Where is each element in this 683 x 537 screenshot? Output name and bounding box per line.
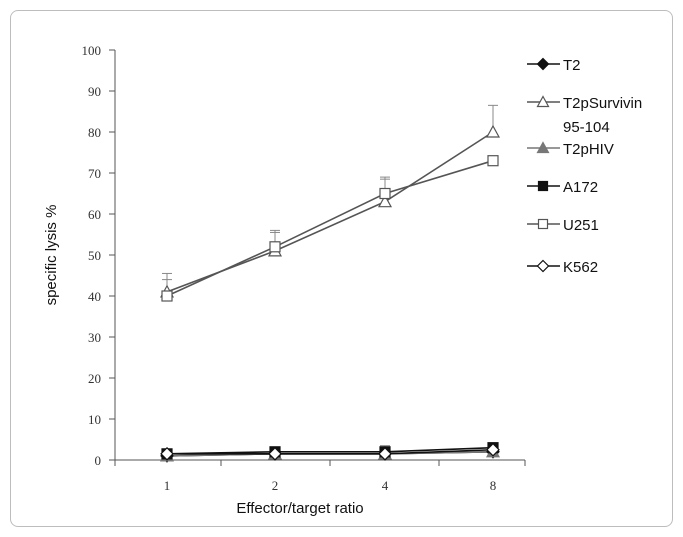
data-point (486, 442, 500, 457)
data-point (536, 259, 550, 273)
chart-frame (10, 10, 673, 527)
legend-label: T2 (563, 57, 581, 74)
y-tick-label: 60 (88, 207, 101, 222)
legend-label: U251 (563, 217, 599, 234)
data-point (379, 187, 391, 200)
y-tick-label: 20 (88, 371, 101, 386)
data-point (537, 180, 549, 192)
y-tick-label: 50 (88, 248, 101, 263)
series-line (166, 446, 494, 455)
data-point (268, 447, 282, 461)
data-point (536, 57, 550, 71)
legend-label: T2pSurvivin 95-104 (563, 95, 642, 136)
series-line (166, 159, 494, 297)
axes: 0 10 20 30 40 50 60 70 80 90 100 1 2 4 8 (82, 43, 526, 493)
series-line (166, 131, 494, 293)
series-markers (159, 124, 501, 463)
y-tick-label: 0 (95, 453, 102, 468)
data-point (161, 290, 173, 302)
series-lines (166, 131, 494, 457)
data-point (537, 218, 549, 230)
legend: T2 T2pSurvivin 95-104 T2pHIV A172 U251 K562 (527, 57, 642, 276)
legend-label: T2pHIV (563, 141, 614, 158)
y-axis-title: specific lysis % (43, 205, 60, 306)
y-tick-label: 30 (88, 330, 101, 345)
legend-label: A172 (563, 179, 598, 196)
x-tick-label: 4 (382, 478, 389, 493)
data-point (487, 155, 499, 167)
legend-label: K562 (563, 259, 598, 276)
data-point (536, 95, 550, 108)
data-point (160, 447, 174, 461)
data-point (485, 124, 501, 138)
data-point (269, 241, 281, 253)
y-tick-label: 10 (88, 412, 101, 427)
data-point (378, 447, 392, 461)
y-tick-label: 40 (88, 289, 101, 304)
x-axis-title: Effector/target ratio (236, 500, 363, 517)
x-tick-label: 2 (272, 478, 279, 493)
data-point (377, 194, 393, 208)
x-tick-label: 8 (490, 478, 497, 493)
series-line (167, 448, 494, 455)
y-tick-label: 80 (88, 125, 101, 140)
y-tick-label: 70 (88, 166, 101, 181)
error-bars (162, 104, 498, 454)
x-tick-label: 1 (164, 478, 171, 493)
y-tick-label: 90 (88, 84, 101, 99)
y-tick-label: 100 (82, 43, 102, 58)
data-point (536, 141, 550, 154)
